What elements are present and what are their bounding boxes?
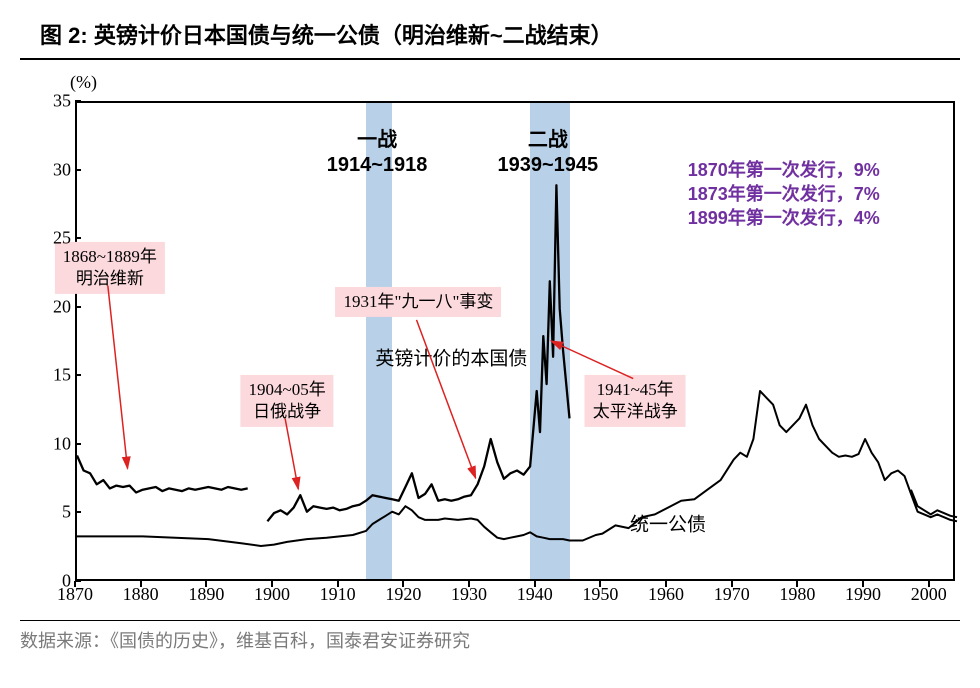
x-tick-mark xyxy=(534,581,536,587)
x-tick-label: 1960 xyxy=(648,584,684,605)
x-tick-label: 1940 xyxy=(517,584,553,605)
x-tick-mark xyxy=(796,581,798,587)
y-tick-label: 10 xyxy=(45,433,71,454)
x-tick-mark xyxy=(731,581,733,587)
x-tick-label: 1900 xyxy=(254,584,290,605)
x-tick-mark xyxy=(928,581,930,587)
callout-arrow xyxy=(416,320,475,478)
x-tick-mark xyxy=(665,581,667,587)
x-tick-mark xyxy=(271,581,273,587)
figure-number: 图 2: xyxy=(40,23,88,48)
y-tick-label: 5 xyxy=(45,502,71,523)
y-axis-unit: (%) xyxy=(70,72,97,93)
data-source: 数据来源：《国债的历史》，维基百科，国泰君安证券研究 xyxy=(20,620,960,653)
y-tick-label: 35 xyxy=(45,91,71,112)
x-tick-mark xyxy=(599,581,601,587)
x-tick-mark xyxy=(205,581,207,587)
x-tick-label: 1930 xyxy=(451,584,487,605)
x-tick-mark xyxy=(468,581,470,587)
y-tick-label: 30 xyxy=(45,159,71,180)
callout-arrows xyxy=(75,101,955,581)
x-tick-label: 2000 xyxy=(911,584,947,605)
x-tick-label: 1980 xyxy=(779,584,815,605)
callout-arrow xyxy=(285,419,298,490)
figure-title: 图 2: 英镑计价日本国债与统一公债（明治维新~二战结束） xyxy=(20,10,960,60)
y-tick-label: 20 xyxy=(45,296,71,317)
x-tick-label: 1970 xyxy=(714,584,750,605)
x-tick-label: 1890 xyxy=(188,584,224,605)
x-tick-mark xyxy=(74,581,76,587)
x-tick-label: 1950 xyxy=(582,584,618,605)
y-tick-label: 25 xyxy=(45,228,71,249)
callout-arrow xyxy=(551,341,633,379)
figure-title-text: 英镑计价日本国债与统一公债（明治维新~二战结束） xyxy=(94,23,613,48)
chart-area: (%) 英镑计价的本国债统一公债 1868~1889年明治维新1904~05年日… xyxy=(20,66,960,616)
x-tick-label: 1870 xyxy=(57,584,93,605)
x-tick-mark xyxy=(337,581,339,587)
x-tick-label: 1910 xyxy=(320,584,356,605)
x-tick-label: 1920 xyxy=(385,584,421,605)
x-tick-mark xyxy=(402,581,404,587)
y-tick-label: 15 xyxy=(45,365,71,386)
callout-arrow xyxy=(108,286,128,469)
x-tick-label: 1880 xyxy=(123,584,159,605)
x-tick-mark xyxy=(862,581,864,587)
x-tick-mark xyxy=(140,581,142,587)
x-tick-label: 1990 xyxy=(845,584,881,605)
